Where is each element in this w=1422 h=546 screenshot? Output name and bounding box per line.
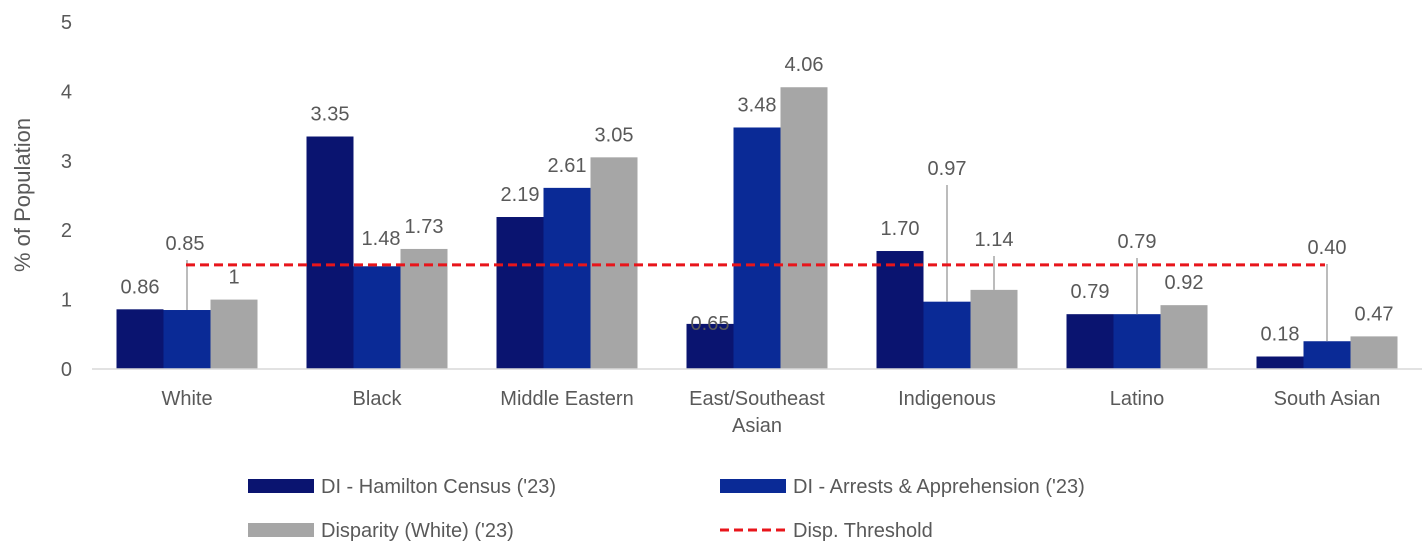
data-label: 2.19 bbox=[501, 184, 540, 206]
data-label: 3.35 bbox=[311, 104, 350, 126]
data-label: 1 bbox=[228, 267, 239, 289]
bar bbox=[1256, 356, 1304, 369]
data-label: 1.14 bbox=[975, 229, 1014, 251]
y-tick-label: 5 bbox=[61, 12, 72, 34]
category-label: Black bbox=[353, 388, 403, 410]
category-label: Middle Eastern bbox=[500, 388, 633, 410]
category-label: South Asian bbox=[1274, 388, 1381, 410]
category-label: Latino bbox=[1110, 388, 1165, 410]
data-label: 0.92 bbox=[1165, 272, 1204, 294]
bar bbox=[733, 127, 781, 369]
bar bbox=[1160, 305, 1208, 369]
bar bbox=[923, 301, 971, 369]
legend-swatch bbox=[720, 479, 786, 493]
category-label: White bbox=[161, 388, 212, 410]
bar bbox=[496, 217, 544, 369]
data-label: 1.73 bbox=[405, 216, 444, 238]
y-tick-labels: 0 1 2 3 4 5 bbox=[61, 12, 72, 381]
bar bbox=[686, 323, 734, 369]
legend: DI - Hamilton Census ('23) DI - Arrests &… bbox=[248, 476, 1085, 542]
data-label: 0.40 bbox=[1308, 237, 1347, 259]
data-label: 2.61 bbox=[548, 155, 587, 177]
y-axis-title-group: % of Population bbox=[10, 118, 35, 272]
bar bbox=[306, 136, 354, 369]
legend-label: DI - Arrests & Apprehension ('23) bbox=[793, 476, 1085, 498]
data-label: 0.47 bbox=[1355, 303, 1394, 325]
data-label: 3.05 bbox=[595, 124, 634, 146]
category-label: East/Southeast bbox=[689, 388, 825, 410]
data-label: 0.85 bbox=[166, 233, 205, 255]
bar bbox=[780, 87, 828, 370]
bar bbox=[353, 266, 401, 369]
data-label: 1.70 bbox=[881, 218, 920, 240]
bar bbox=[1350, 336, 1398, 369]
data-label: 0.79 bbox=[1071, 281, 1110, 303]
data-labels: 0.86 0.85 1 3.35 1.481.73 2.19 2.61 3.05 0.65 3.4… bbox=[121, 54, 1394, 345]
bar bbox=[590, 157, 638, 369]
y-tick-label: 3 bbox=[61, 151, 72, 173]
bar bbox=[210, 299, 258, 369]
bars bbox=[116, 87, 1398, 370]
bar bbox=[163, 310, 211, 369]
legend-label: DI - Hamilton Census ('23) bbox=[321, 476, 556, 498]
legend-swatch bbox=[248, 523, 314, 537]
category-label: Indigenous bbox=[898, 388, 996, 410]
y-tick-label: 4 bbox=[61, 81, 72, 103]
data-label: 0.79 bbox=[1118, 231, 1157, 253]
data-label: 0.18 bbox=[1261, 324, 1300, 346]
bar bbox=[876, 251, 924, 369]
legend-label: Disparity (White) ('23) bbox=[321, 520, 514, 542]
leader-lines bbox=[186, 185, 1328, 342]
data-label: 1.48 bbox=[362, 228, 401, 250]
bar bbox=[1113, 314, 1161, 369]
data-label: 0.65 bbox=[691, 313, 730, 335]
legend-label: Disp. Threshold bbox=[793, 520, 933, 542]
bar bbox=[116, 309, 164, 369]
bar bbox=[1303, 341, 1351, 369]
data-label: 0.86 bbox=[121, 276, 160, 298]
bar bbox=[970, 289, 1018, 369]
data-label: 4.06 bbox=[785, 54, 824, 76]
category-labels: White Black Middle Eastern East/Southeast As… bbox=[161, 388, 1380, 437]
y-tick-label: 1 bbox=[61, 290, 72, 312]
category-label: Asian bbox=[732, 415, 782, 437]
bar bbox=[543, 187, 591, 369]
bar bbox=[400, 248, 448, 369]
bar bbox=[1066, 314, 1114, 369]
y-tick-label: 0 bbox=[61, 359, 72, 381]
y-tick-label: 2 bbox=[61, 220, 72, 242]
legend-swatch bbox=[248, 479, 314, 493]
data-label: 3.48 bbox=[738, 94, 777, 116]
y-axis-title: % of Population bbox=[10, 118, 35, 272]
data-label: 0.97 bbox=[928, 158, 967, 180]
